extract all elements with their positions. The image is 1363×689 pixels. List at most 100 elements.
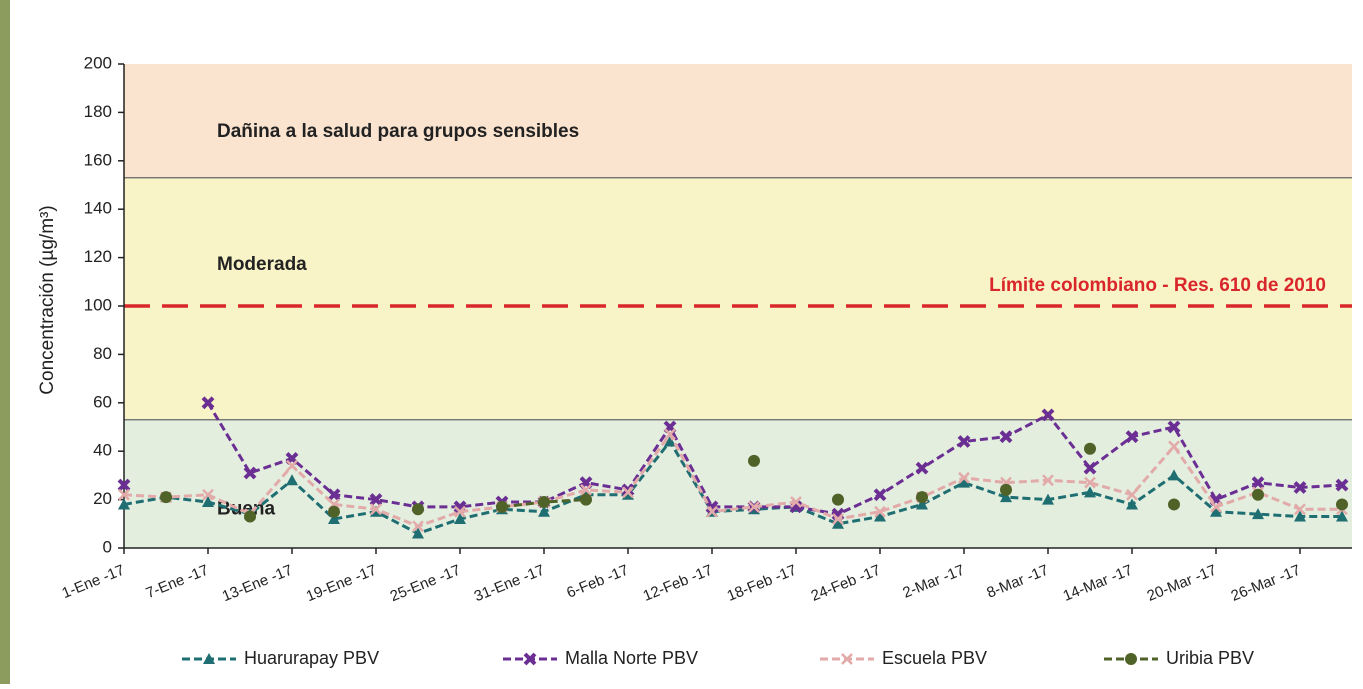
- marker: [160, 491, 172, 504]
- y-tick-label: 160: [84, 150, 112, 169]
- y-tick-label: 180: [84, 102, 112, 121]
- x-tick-label: 18-Feb -17: [725, 562, 799, 605]
- series-line: [123, 431, 1342, 528]
- marker: [369, 493, 383, 507]
- marker: [496, 500, 508, 513]
- marker: [748, 454, 760, 467]
- marker: [328, 505, 340, 518]
- x-tick-label: 24-Feb -17: [809, 562, 883, 605]
- marker: [412, 520, 424, 533]
- marker: [1251, 476, 1265, 490]
- marker: [958, 476, 970, 488]
- marker: [999, 430, 1013, 444]
- marker: [958, 471, 970, 484]
- marker: [1336, 510, 1348, 522]
- marker: [523, 652, 537, 666]
- marker: [1084, 476, 1096, 489]
- y-tick-label: 20: [93, 489, 112, 508]
- marker: [1084, 486, 1096, 498]
- marker: [1125, 653, 1137, 665]
- marker: [1293, 481, 1307, 494]
- marker: [664, 435, 676, 447]
- marker: [1084, 442, 1096, 455]
- y-tick-label: 80: [93, 344, 112, 363]
- x-tick-label: 12-Feb -17: [641, 562, 715, 605]
- marker: [664, 428, 676, 441]
- band: [124, 419, 1352, 548]
- x-tick-label: 14-Mar -17: [1061, 562, 1135, 605]
- y-tick-label: 120: [84, 247, 112, 266]
- marker: [1210, 500, 1222, 513]
- marker: [244, 510, 256, 523]
- band: [124, 177, 1352, 420]
- marker: [201, 396, 215, 410]
- series-line: [206, 402, 1343, 516]
- marker: [118, 498, 130, 510]
- marker: [1252, 488, 1264, 501]
- marker: [790, 496, 802, 508]
- legend-label: Uribia PBV: [1166, 648, 1254, 668]
- y-tick-label: 140: [84, 199, 112, 218]
- marker: [874, 505, 886, 518]
- marker: [841, 653, 853, 665]
- marker: [454, 505, 466, 518]
- marker: [243, 466, 257, 480]
- y-axis-label: Concentración (µg/m³): [37, 205, 58, 394]
- marker: [1294, 503, 1306, 516]
- marker: [202, 488, 214, 501]
- marker: [916, 498, 928, 510]
- marker: [118, 488, 130, 501]
- marker: [1000, 491, 1012, 503]
- legend-label: Malla Norte PBV: [565, 648, 698, 668]
- marker: [873, 488, 887, 502]
- band: [124, 64, 1352, 178]
- marker: [832, 493, 844, 506]
- marker: [705, 500, 719, 514]
- marker: [412, 527, 424, 539]
- marker: [832, 517, 844, 529]
- marker: [1252, 508, 1264, 520]
- x-tick-label: 2-Mar -17: [900, 562, 967, 602]
- marker: [203, 653, 215, 664]
- marker: [1168, 440, 1180, 453]
- legend-label: Escuela PBV: [882, 648, 987, 668]
- marker: [454, 512, 466, 524]
- y-tick-label: 100: [84, 295, 112, 314]
- marker: [874, 510, 886, 522]
- x-tick-label: 6-Feb -17: [564, 562, 631, 602]
- marker: [328, 512, 340, 524]
- marker: [1210, 505, 1222, 517]
- marker: [1000, 483, 1012, 496]
- y-tick-label: 0: [103, 537, 112, 556]
- y-tick-label: 60: [93, 392, 112, 411]
- marker: [1168, 498, 1180, 511]
- marker: [202, 496, 214, 508]
- band-label: Dañina a la salud para grupos sensibles: [217, 121, 579, 142]
- x-tick-label: 13-Ene -17: [220, 562, 295, 606]
- marker: [538, 496, 550, 509]
- x-tick-label: 25-Ene -17: [388, 562, 463, 606]
- x-tick-label: 26-Mar -17: [1229, 562, 1303, 605]
- x-tick-label: 1-Ene -17: [60, 562, 127, 602]
- side-stripe: [0, 0, 10, 684]
- marker: [957, 435, 971, 448]
- marker: [1042, 493, 1054, 505]
- marker: [538, 505, 550, 517]
- band-label: Moderada: [217, 254, 307, 275]
- limit-label: Límite colombiano - Res. 610 de 2010: [989, 275, 1326, 296]
- x-tick-label: 7-Ene -17: [144, 562, 211, 602]
- y-tick-label: 40: [93, 441, 112, 460]
- marker: [1336, 498, 1348, 511]
- x-tick-label: 8-Mar -17: [984, 562, 1051, 602]
- marker: [1294, 510, 1306, 522]
- marker: [1126, 498, 1138, 510]
- marker: [1125, 430, 1139, 444]
- marker: [748, 500, 760, 513]
- marker: [1042, 474, 1054, 487]
- marker: [916, 491, 928, 504]
- marker: [832, 513, 844, 525]
- marker: [1335, 478, 1349, 492]
- marker: [580, 484, 592, 496]
- marker: [1126, 488, 1138, 501]
